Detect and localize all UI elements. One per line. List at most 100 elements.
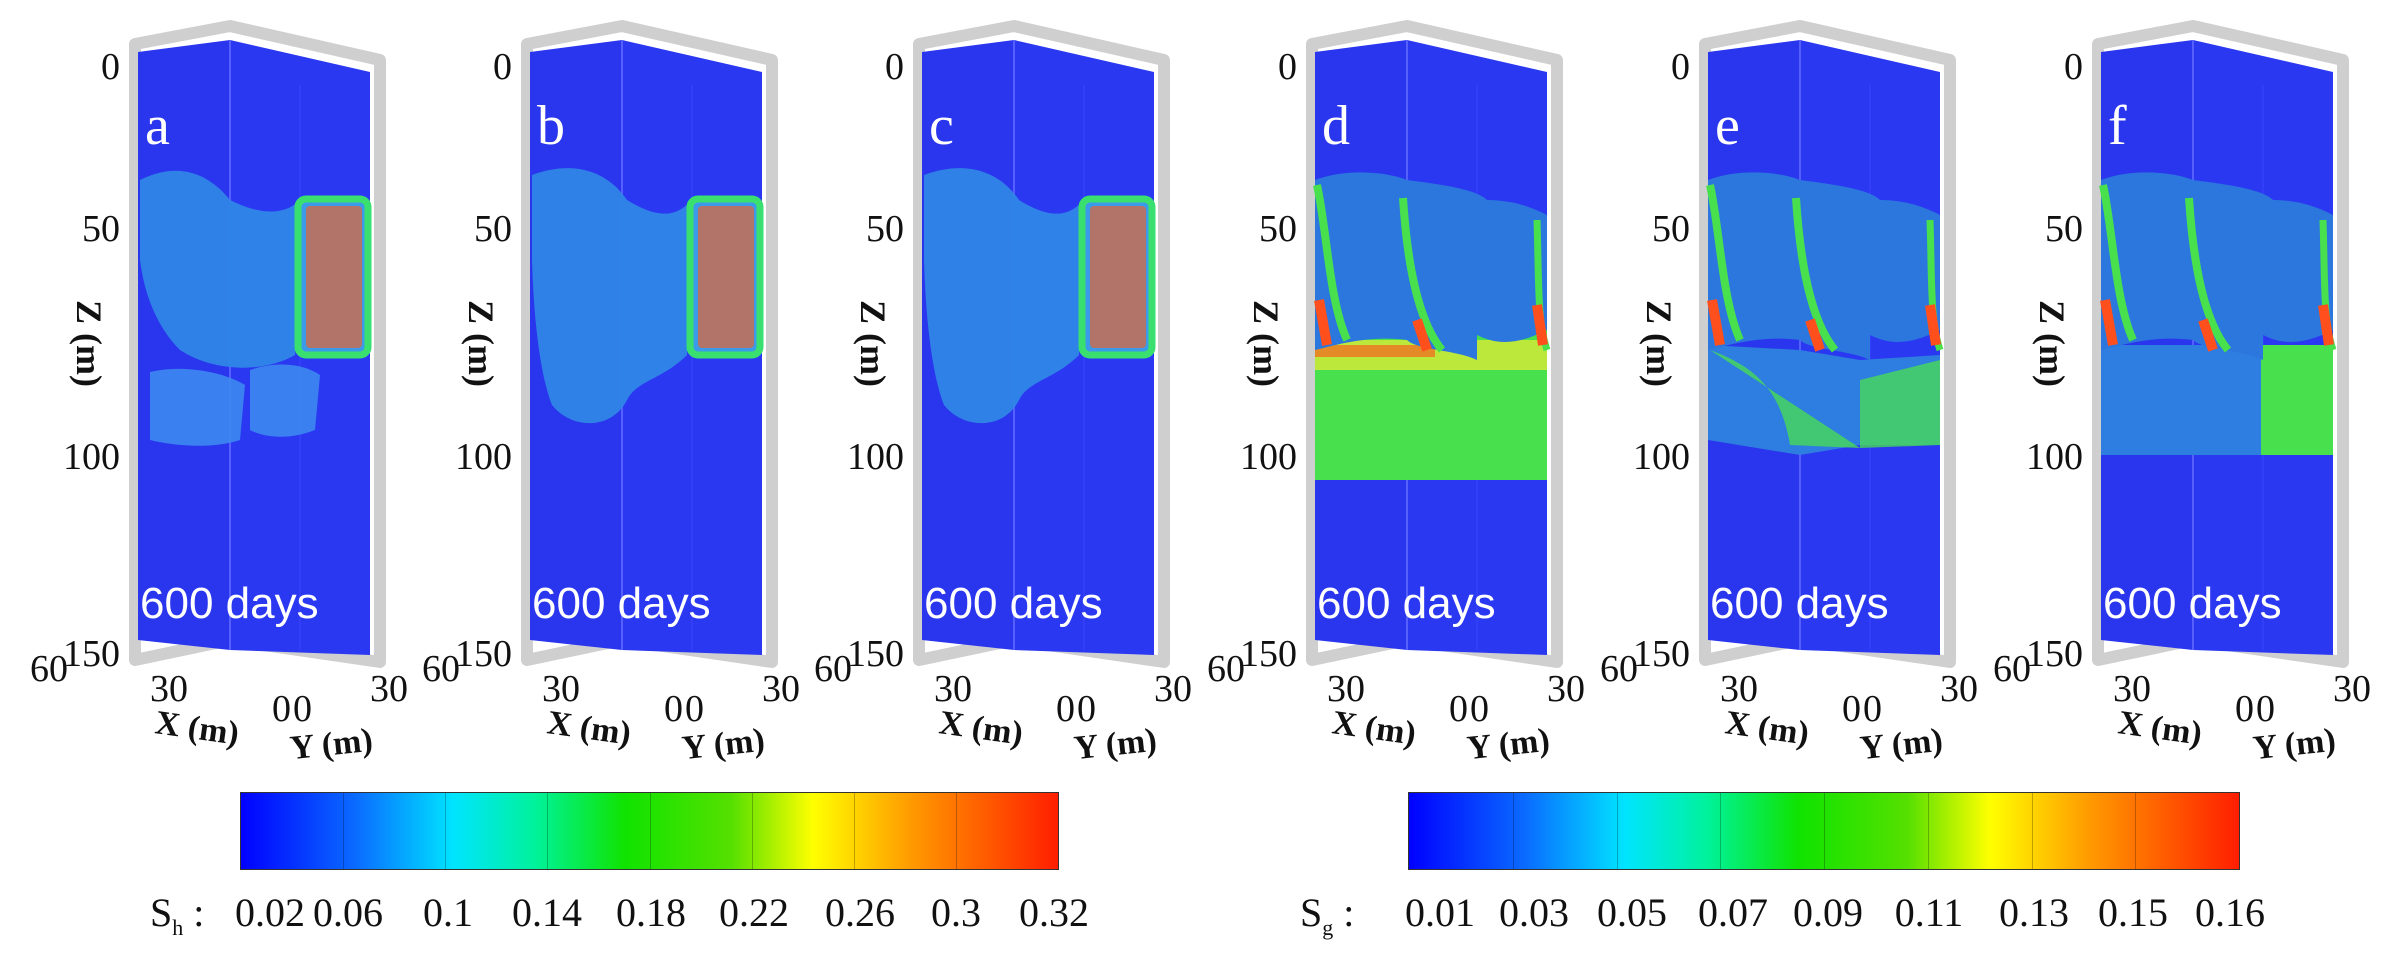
y-tick-label: 30 [370,668,408,710]
colorbar-title: Sg : [1300,893,1364,939]
colorbar-divider [955,793,957,869]
hydrate-lower-patch [250,364,320,437]
y-axis-label: Y (m) [2251,721,2338,768]
panel-label: e [1715,95,1740,157]
gas-green-zone [1710,350,1940,448]
time-caption: 600 days [140,579,319,628]
block-3d-plot [1306,20,1563,668]
colorbar-divider [1824,793,1825,869]
x-tick-label: 30 [542,668,580,710]
z-tick-label: 150 [1633,633,1690,675]
hydrate-lower-patch [150,368,245,446]
time-caption: 600 days [924,579,1103,628]
time-caption: 600 days [2103,579,2282,628]
dissociation-front-edge [294,195,372,359]
gas-front-left [1706,184,1744,342]
z-tick-label: 50 [2045,208,2083,250]
x-tick-label: 60 [1993,648,2031,690]
z-tick-label: 100 [63,436,120,478]
panel-label: f [2108,95,2127,157]
frame-outline [1306,20,1563,668]
x-tick-label: 30 [1720,668,1758,710]
z-tick-label: 50 [1259,208,1297,250]
frame-outline [1699,20,1956,668]
y-tick-label: 0 [2256,688,2275,730]
colorbar-divider [751,793,753,869]
colorbar-tick-label: 0.16 [2195,890,2265,935]
gas-blue-zone [2101,345,2261,455]
y-axis-label: Y (m) [680,721,767,768]
colorbar-title: Sh : [150,893,214,939]
z-tick-label: 0 [493,46,512,88]
x-tick-label: 30 [1327,668,1365,710]
z-tick-label: 0 [2064,46,2083,88]
z-tick-label: 50 [866,208,904,250]
frame-outline [521,20,778,668]
panel-label: b [537,95,565,157]
block-3d-plot [2092,20,2349,668]
z-tick-label: 100 [455,436,512,478]
gas-red-streak [2318,304,2334,346]
colorbar-separator: : [1333,890,1365,935]
colorbar-tick-label: 0.15 [2098,890,2168,935]
panel-b: 0 50 100 150 Z (m) b 600 days 60 30 0 0 30 X (m) Y (m… [422,0,822,770]
gas-red-streak [1532,304,1548,346]
dissociated-core [1090,206,1146,348]
colorbar-divider [1720,793,1722,869]
gas-red-streak [2100,299,2118,346]
colorbar-symbol: S [150,890,173,935]
panel-c: 0 50 100 150 Z (m) c 600 days 60 30 0 0 30 X (m) Y (m… [814,0,1214,770]
colorbar-tick-label: 0.09 [1793,890,1863,935]
panel-label: a [145,95,170,157]
colorbar-divider [1512,793,1514,869]
panel-label: d [1322,95,1350,157]
y-axis-label: Y (m) [288,721,375,768]
z-tick-label: 50 [474,208,512,250]
z-tick-label: 100 [847,436,904,478]
panel-a: 0 50 100 150 Z (m) a 600 days 60 30 0 0 30 X (m) Y (m… [30,0,430,770]
y-tick-label: 0 [1863,688,1882,730]
colorbar-divider [2135,793,2137,869]
frame-outline [913,20,1170,668]
colorbar-divider [445,793,447,869]
gas-red-streak [1412,318,1432,352]
hydrate-region [1708,172,1940,360]
colorbar-tick-label: 0.01 [1405,890,1475,935]
y-axis-label: Y (m) [1465,721,1552,768]
colorbar-tick-label: 0.11 [1894,890,1964,935]
colorbar-tick-label: 0.1 [423,890,473,935]
panel-e: 0 50 100 150 Z (m) e 600 days 60 30 0 0 30 X (m) Y (m… [1600,0,2000,770]
gas-front-left [2099,184,2137,342]
gas-green-zone [2261,345,2333,455]
hydrate-region [2101,172,2333,360]
colorbar-tick-label: 0.26 [825,890,895,935]
z-tick-label: 150 [455,633,512,675]
z-tick-label: 100 [1240,436,1297,478]
colorbar-tick-label: 0.18 [616,890,686,935]
z-tick-label: 50 [1652,208,1690,250]
x-tick-label: 0 [272,688,291,730]
colorbar-tick-label: 0.3 [931,890,981,935]
colorbar-divider [343,793,345,869]
gas-front-mid [1399,197,1446,353]
x-tick-label: 0 [2235,688,2254,730]
colorbar-divider [853,793,855,869]
colorbar-divider [547,793,549,869]
panel-label: c [929,95,954,157]
z-tick-label: 150 [63,633,120,675]
colorbar-sg [1408,792,2240,870]
y-axis-label: Y (m) [1858,721,1945,768]
x-tick-label: 60 [1207,648,1245,690]
dissociated-core [306,206,362,348]
x-tick-label: 0 [1449,688,1468,730]
hydrate-region [924,168,1084,424]
colorbar-subscript: g [1322,915,1334,940]
y-tick-label: 30 [1154,668,1192,710]
z-tick-label: 100 [2026,436,2083,478]
z-tick-label: 0 [885,46,904,88]
x-tick-label: 30 [150,668,188,710]
x-tick-label: 0 [1842,688,1861,730]
gas-front-mid [2185,197,2232,353]
x-tick-label: 60 [814,648,852,690]
